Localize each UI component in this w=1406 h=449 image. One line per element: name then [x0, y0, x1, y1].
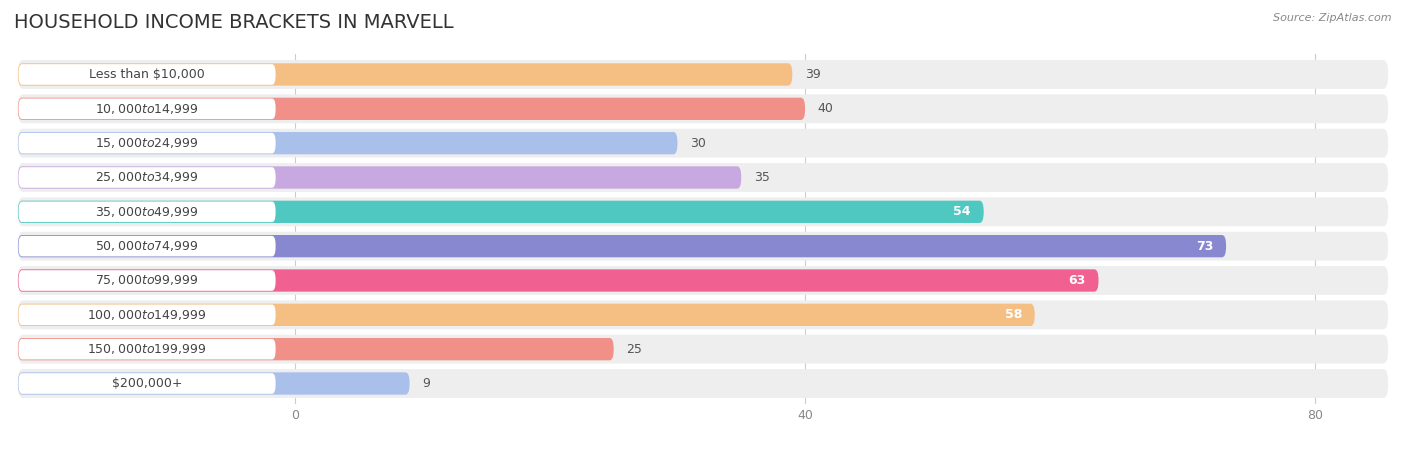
Text: $100,000 to $149,999: $100,000 to $149,999	[87, 308, 207, 322]
FancyBboxPatch shape	[18, 166, 741, 189]
FancyBboxPatch shape	[18, 198, 1388, 226]
FancyBboxPatch shape	[18, 202, 276, 222]
FancyBboxPatch shape	[18, 270, 276, 291]
Text: HOUSEHOLD INCOME BRACKETS IN MARVELL: HOUSEHOLD INCOME BRACKETS IN MARVELL	[14, 13, 454, 32]
FancyBboxPatch shape	[18, 372, 409, 395]
FancyBboxPatch shape	[18, 232, 1388, 260]
FancyBboxPatch shape	[18, 236, 276, 256]
FancyBboxPatch shape	[18, 335, 1388, 364]
FancyBboxPatch shape	[18, 235, 1226, 257]
FancyBboxPatch shape	[18, 132, 678, 154]
FancyBboxPatch shape	[18, 63, 793, 86]
Text: 40: 40	[818, 102, 834, 115]
Text: Source: ZipAtlas.com: Source: ZipAtlas.com	[1274, 13, 1392, 23]
FancyBboxPatch shape	[18, 304, 276, 325]
Text: 9: 9	[422, 377, 430, 390]
Text: $35,000 to $49,999: $35,000 to $49,999	[96, 205, 198, 219]
Text: $75,000 to $99,999: $75,000 to $99,999	[96, 273, 198, 287]
Text: 54: 54	[953, 205, 972, 218]
Text: 58: 58	[1004, 308, 1022, 321]
FancyBboxPatch shape	[18, 60, 1388, 89]
FancyBboxPatch shape	[18, 269, 1098, 292]
Text: 39: 39	[806, 68, 821, 81]
FancyBboxPatch shape	[18, 266, 1388, 295]
FancyBboxPatch shape	[18, 167, 276, 188]
FancyBboxPatch shape	[18, 300, 1388, 329]
Text: $15,000 to $24,999: $15,000 to $24,999	[96, 136, 198, 150]
Text: 73: 73	[1197, 240, 1213, 253]
FancyBboxPatch shape	[18, 64, 276, 85]
FancyBboxPatch shape	[18, 338, 613, 360]
FancyBboxPatch shape	[18, 94, 1388, 123]
Text: 25: 25	[627, 343, 643, 356]
FancyBboxPatch shape	[18, 97, 806, 120]
FancyBboxPatch shape	[18, 201, 984, 223]
FancyBboxPatch shape	[18, 163, 1388, 192]
Text: $150,000 to $199,999: $150,000 to $199,999	[87, 342, 207, 356]
Text: 63: 63	[1069, 274, 1085, 287]
FancyBboxPatch shape	[18, 339, 276, 360]
Text: $25,000 to $34,999: $25,000 to $34,999	[96, 171, 198, 185]
FancyBboxPatch shape	[18, 133, 276, 154]
Text: 35: 35	[754, 171, 770, 184]
Text: Less than $10,000: Less than $10,000	[89, 68, 205, 81]
FancyBboxPatch shape	[18, 304, 1035, 326]
FancyBboxPatch shape	[18, 129, 1388, 158]
FancyBboxPatch shape	[18, 373, 276, 394]
Text: $200,000+: $200,000+	[112, 377, 183, 390]
Text: 30: 30	[690, 136, 706, 150]
Text: $10,000 to $14,999: $10,000 to $14,999	[96, 102, 198, 116]
Text: $50,000 to $74,999: $50,000 to $74,999	[96, 239, 198, 253]
FancyBboxPatch shape	[18, 98, 276, 119]
FancyBboxPatch shape	[18, 369, 1388, 398]
